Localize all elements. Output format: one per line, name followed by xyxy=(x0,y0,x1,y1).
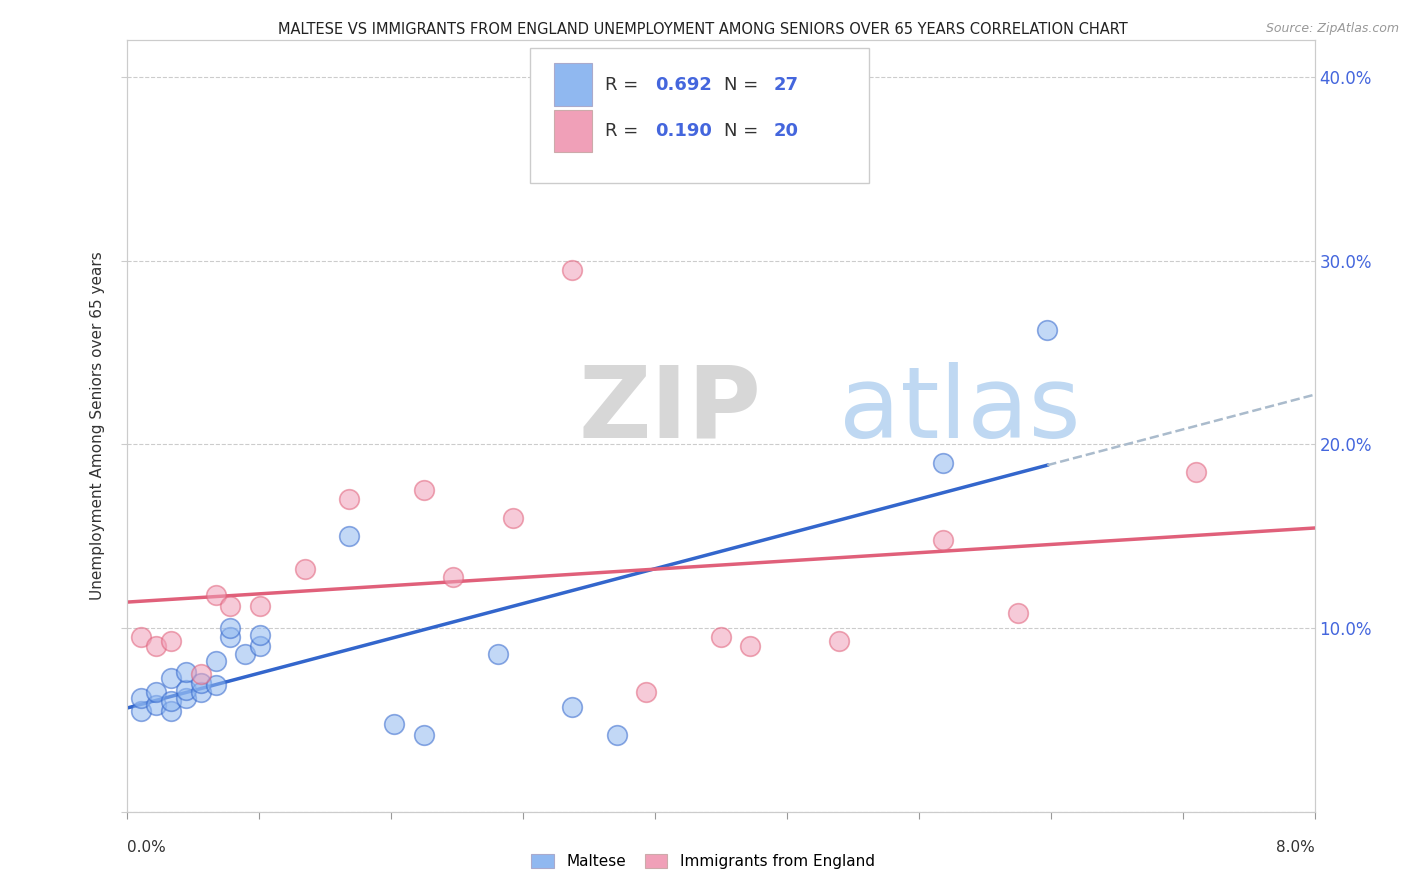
FancyBboxPatch shape xyxy=(530,48,869,183)
Point xyxy=(294,562,316,576)
Text: 0.0%: 0.0% xyxy=(127,840,166,855)
Point xyxy=(606,728,628,742)
Text: ZIP: ZIP xyxy=(578,362,761,459)
Point xyxy=(932,533,955,547)
Point xyxy=(561,700,583,714)
FancyBboxPatch shape xyxy=(554,110,592,152)
Point xyxy=(412,728,434,742)
Point xyxy=(190,676,212,690)
Point xyxy=(131,704,153,718)
Point xyxy=(204,654,226,668)
Point xyxy=(174,690,197,705)
Point xyxy=(932,456,955,470)
Point xyxy=(828,633,851,648)
Text: 20: 20 xyxy=(775,122,799,140)
Text: R =: R = xyxy=(606,122,644,140)
Text: atlas: atlas xyxy=(839,362,1081,459)
Point xyxy=(412,483,434,498)
Point xyxy=(145,685,167,699)
Point xyxy=(249,599,271,613)
Point xyxy=(204,588,226,602)
Point xyxy=(160,704,183,718)
Point xyxy=(160,671,183,685)
FancyBboxPatch shape xyxy=(554,63,592,106)
Text: 0.190: 0.190 xyxy=(655,122,711,140)
Point xyxy=(636,685,658,699)
Point xyxy=(160,633,183,648)
Point xyxy=(502,510,524,524)
Point xyxy=(441,569,464,583)
Point xyxy=(219,599,242,613)
Point xyxy=(145,640,167,654)
Text: Source: ZipAtlas.com: Source: ZipAtlas.com xyxy=(1265,22,1399,36)
Text: MALTESE VS IMMIGRANTS FROM ENGLAND UNEMPLOYMENT AMONG SENIORS OVER 65 YEARS CORR: MALTESE VS IMMIGRANTS FROM ENGLAND UNEMP… xyxy=(278,22,1128,37)
Point xyxy=(249,640,271,654)
Point xyxy=(382,716,405,731)
Text: R =: R = xyxy=(606,76,644,94)
Point xyxy=(174,683,197,698)
Point xyxy=(233,647,257,661)
Point xyxy=(710,630,733,644)
Point xyxy=(219,630,242,644)
Y-axis label: Unemployment Among Seniors over 65 years: Unemployment Among Seniors over 65 years xyxy=(90,252,105,600)
Legend: Maltese, Immigrants from England: Maltese, Immigrants from England xyxy=(526,848,880,875)
Point xyxy=(131,690,153,705)
Point xyxy=(131,630,153,644)
Text: N =: N = xyxy=(724,122,763,140)
Text: 8.0%: 8.0% xyxy=(1275,840,1315,855)
Point xyxy=(1036,323,1059,337)
Point xyxy=(337,492,360,507)
Point xyxy=(740,640,762,654)
Point xyxy=(1007,607,1029,621)
Point xyxy=(145,698,167,713)
Point xyxy=(219,621,242,635)
Point xyxy=(174,665,197,679)
Point xyxy=(160,694,183,708)
Point xyxy=(190,667,212,681)
Point xyxy=(486,647,509,661)
Point xyxy=(190,685,212,699)
Point xyxy=(249,628,271,642)
Text: N =: N = xyxy=(724,76,763,94)
Point xyxy=(337,529,360,543)
Text: 27: 27 xyxy=(775,76,799,94)
Point xyxy=(204,678,226,692)
Point xyxy=(561,262,583,277)
Text: 0.692: 0.692 xyxy=(655,76,711,94)
Point xyxy=(1185,465,1208,479)
